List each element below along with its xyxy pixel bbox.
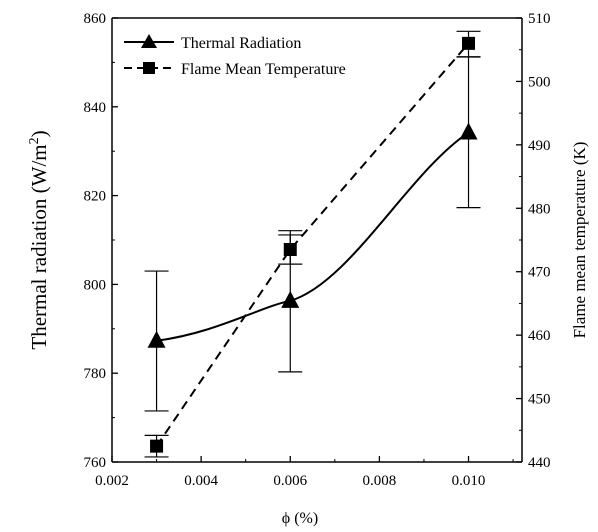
right-y-axis-title: Flame mean temperature (K) xyxy=(570,142,589,339)
series-line-thermal-radiation xyxy=(156,131,470,342)
right-y-tick-label: 480 xyxy=(528,201,551,217)
legend-label-flame-temperature: Flame Mean Temperature xyxy=(181,61,346,78)
flame-temperature-square-marker xyxy=(283,243,297,257)
series-layer xyxy=(144,30,481,458)
left-y-tick-label: 780 xyxy=(84,366,107,382)
left-y-axis-title: Thermal radiation (W/m2) xyxy=(27,130,51,349)
x-tick-label: 0.006 xyxy=(273,473,307,489)
thermal-radiation-triangle-marker xyxy=(459,122,478,140)
legend-square-marker xyxy=(143,62,155,74)
legend-triangle-marker xyxy=(141,34,157,48)
right-y-tick-label: 470 xyxy=(528,265,551,281)
x-tick-label: 0.010 xyxy=(452,473,486,489)
right-y-tick-label: 460 xyxy=(528,328,551,344)
left-y-title-superscript: 2 xyxy=(27,137,42,144)
left-y-tick-label: 800 xyxy=(84,277,107,293)
ticks-layer: 0.002 0.004 0.006 0.008 0.010 760 780 800 820 840… xyxy=(84,11,551,489)
left-y-tick-label: 760 xyxy=(84,455,107,471)
left-y-title-tail: ) xyxy=(27,130,51,137)
right-y-tick-label: 490 xyxy=(528,138,551,154)
right-y-tick-label: 450 xyxy=(528,392,551,408)
right-y-tick-label: 510 xyxy=(528,11,551,27)
legend: Thermal Radiation Flame Mean Temperature xyxy=(124,34,346,78)
flame-temperature-square-marker xyxy=(150,439,164,453)
x-tick-label: 0.002 xyxy=(95,473,129,489)
thermal-radiation-triangle-marker xyxy=(147,330,166,348)
x-tick-label: 0.004 xyxy=(184,473,218,489)
x-tick-label: 0.008 xyxy=(363,473,397,489)
right-y-tick-label: 440 xyxy=(528,455,551,471)
left-y-tick-label: 840 xyxy=(84,100,107,116)
thermal-radiation-triangle-marker xyxy=(281,290,300,308)
right-y-tick-label: 500 xyxy=(528,74,551,90)
series-line-flame-temperature xyxy=(155,42,470,447)
x-axis-title: ϕ (%) xyxy=(282,510,318,527)
left-y-tick-label: 860 xyxy=(84,11,107,27)
legend-label-thermal-radiation: Thermal Radiation xyxy=(181,35,301,52)
left-y-title-main: Thermal radiation (W/m xyxy=(27,144,51,349)
flame-temperature-square-marker xyxy=(462,36,476,50)
left-y-tick-label: 820 xyxy=(84,189,107,205)
